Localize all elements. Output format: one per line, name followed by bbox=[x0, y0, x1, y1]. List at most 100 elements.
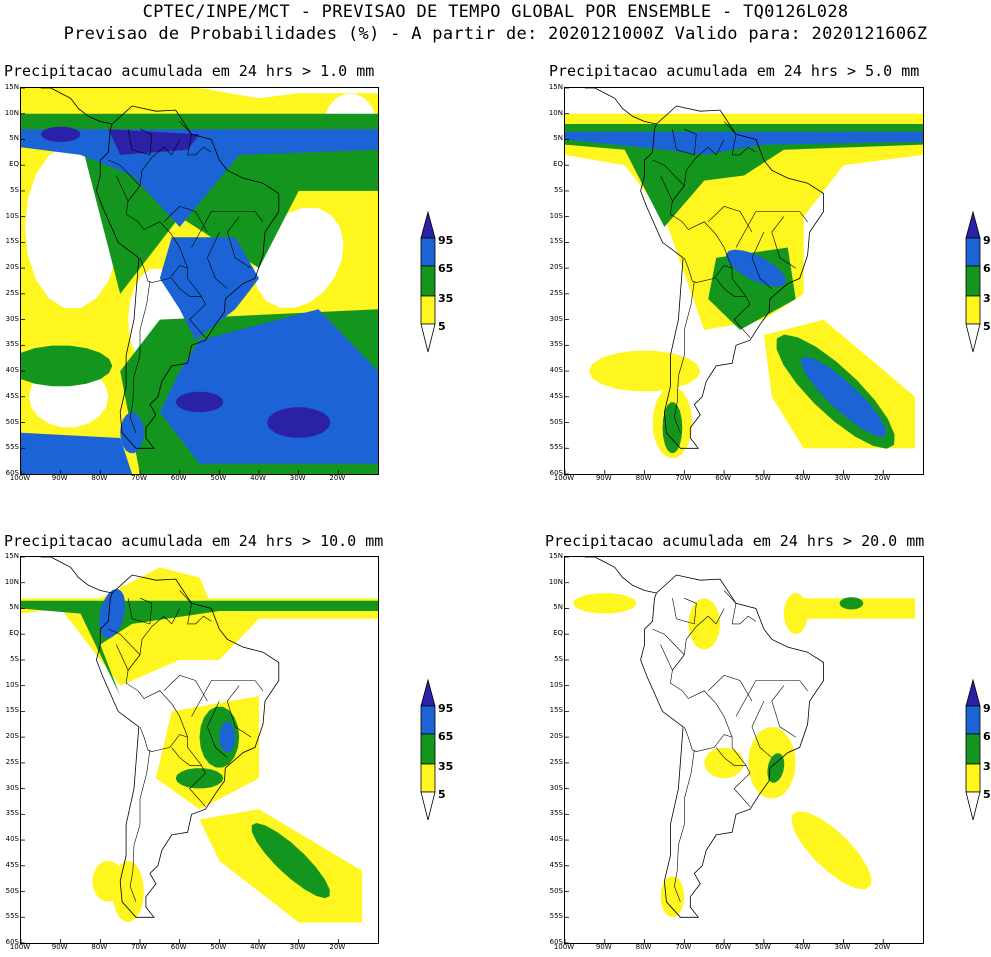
lat-tick-label: 10N bbox=[4, 108, 19, 117]
country-border bbox=[207, 231, 228, 289]
probability-area bbox=[767, 753, 785, 783]
legend-panel-5mm: 95 65 35 5 bbox=[963, 210, 991, 360]
legend-swatch bbox=[420, 265, 436, 297]
lon-tick-label: 30W bbox=[834, 474, 851, 482]
country-border bbox=[108, 159, 141, 202]
lat-tick-label: 5N bbox=[553, 603, 563, 612]
lat-tick-label: 35S bbox=[5, 340, 19, 349]
lon-tick-label: 80W bbox=[635, 943, 652, 951]
probability-area bbox=[219, 721, 236, 753]
country-border bbox=[715, 747, 746, 766]
lat-tick-label: 40S bbox=[5, 366, 19, 375]
lon-tick-label: 90W bbox=[595, 943, 612, 951]
country-border bbox=[735, 211, 808, 248]
panel-title-5mm: Precipitacao acumulada em 24 hrs > 5.0 m… bbox=[549, 62, 920, 80]
probability-area bbox=[791, 811, 872, 890]
country-border bbox=[723, 121, 757, 156]
lon-tick-label: 50W bbox=[754, 474, 771, 482]
legend-label: 65 bbox=[983, 730, 991, 743]
lat-tick-label: 60S bbox=[549, 469, 563, 477]
probability-area bbox=[704, 747, 744, 779]
lon-tick-label: 100W bbox=[553, 943, 575, 951]
legend-label: 5 bbox=[983, 320, 991, 333]
lon-tick-label: 70W bbox=[675, 474, 692, 482]
lat-tick-label: 55S bbox=[549, 912, 563, 921]
country-border bbox=[771, 685, 796, 738]
country-border bbox=[226, 216, 252, 269]
country-border bbox=[129, 749, 151, 902]
map-canvas bbox=[21, 557, 378, 943]
country-border bbox=[179, 590, 212, 625]
legend-swatch bbox=[420, 763, 436, 793]
lat-tick-label: 10S bbox=[549, 680, 563, 689]
lat-tick-label: 10N bbox=[548, 577, 563, 586]
lat-tick-label: 55S bbox=[5, 912, 19, 921]
country-border bbox=[751, 700, 772, 758]
country-border bbox=[674, 280, 695, 433]
lat-tick-label: 15S bbox=[549, 237, 563, 246]
lat-tick-label: 5S bbox=[554, 185, 563, 194]
country-border bbox=[163, 675, 208, 702]
lat-tick-label: 20S bbox=[5, 732, 19, 741]
lon-tick-label: 20W bbox=[329, 943, 346, 951]
lon-tick-label: 40W bbox=[250, 474, 266, 482]
coastline bbox=[95, 105, 280, 449]
probability-area bbox=[21, 129, 378, 227]
legend-swatch bbox=[420, 733, 436, 765]
legend-swatch bbox=[965, 733, 981, 765]
coastline bbox=[584, 88, 657, 125]
lat-tick-label: 30S bbox=[5, 783, 19, 792]
lat-tick-label: 5S bbox=[10, 654, 19, 663]
coastline bbox=[95, 574, 280, 918]
lat-tick-label: 55S bbox=[5, 443, 19, 452]
lon-tick-label: 80W bbox=[91, 474, 108, 482]
lon-tick-label: 60W bbox=[170, 474, 187, 482]
country-border bbox=[707, 675, 753, 702]
probability-area bbox=[175, 391, 224, 413]
lon-tick-label: 20W bbox=[329, 474, 346, 482]
lat-tick-label: 40S bbox=[549, 835, 563, 844]
legend-label: 95 bbox=[438, 702, 454, 715]
probability-area bbox=[40, 126, 81, 142]
lat-tick-label: 35S bbox=[549, 809, 563, 818]
country-border bbox=[684, 257, 733, 283]
country-border bbox=[191, 680, 264, 717]
panel-title-20mm: Precipitacao acumulada em 24 hrs > 20.0 … bbox=[545, 532, 925, 550]
legend-label: 5 bbox=[438, 788, 446, 801]
country-border bbox=[226, 685, 252, 738]
probability-area bbox=[588, 350, 701, 392]
lat-tick-label: EQ bbox=[9, 160, 19, 169]
country-border bbox=[771, 216, 796, 269]
lat-tick-label: 5N bbox=[9, 134, 19, 143]
country-border bbox=[127, 597, 153, 625]
coastline bbox=[40, 88, 113, 125]
country-border bbox=[652, 628, 685, 671]
lat-tick-label: 30S bbox=[5, 314, 19, 323]
legend-label: 65 bbox=[983, 262, 991, 275]
lat-tick-label: EQ bbox=[553, 160, 563, 169]
legend-swatch bbox=[965, 237, 981, 267]
lon-tick-label: 20W bbox=[874, 474, 891, 482]
probability-area bbox=[839, 597, 864, 610]
chart-title-line-1: CPTEC/INPE/MCT - PREVISAO DE TEMPO GLOBA… bbox=[142, 2, 849, 22]
country-border bbox=[139, 257, 188, 283]
lon-tick-label: 70W bbox=[131, 943, 147, 951]
country-border bbox=[672, 128, 697, 156]
country-border bbox=[672, 597, 697, 625]
lat-tick-label: 5S bbox=[554, 654, 563, 663]
country-border bbox=[129, 280, 151, 433]
legend-panel-20mm: 95 65 35 5 bbox=[963, 678, 991, 828]
probability-area bbox=[801, 356, 886, 438]
lon-tick-label: 50W bbox=[210, 474, 227, 482]
lat-tick-label: 45S bbox=[549, 391, 563, 400]
coastline bbox=[640, 105, 825, 449]
legend-swatch bbox=[965, 265, 981, 297]
legend-swatch bbox=[965, 323, 981, 353]
country-border bbox=[171, 747, 202, 766]
legend-label: 5 bbox=[983, 788, 991, 801]
map-canvas bbox=[565, 557, 915, 943]
probability-area bbox=[251, 823, 330, 899]
country-border bbox=[723, 590, 757, 625]
lat-tick-label: 60S bbox=[5, 469, 19, 477]
lat-tick-label: 50S bbox=[549, 886, 563, 895]
